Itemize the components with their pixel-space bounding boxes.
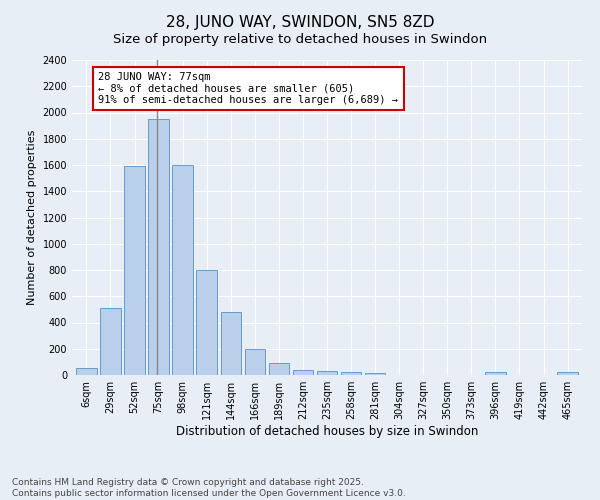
Bar <box>365 374 385 375</box>
Text: 28 JUNO WAY: 77sqm
← 8% of detached houses are smaller (605)
91% of semi-detache: 28 JUNO WAY: 77sqm ← 8% of detached hous… <box>98 72 398 105</box>
Bar <box>293 370 313 375</box>
Bar <box>485 372 506 375</box>
Bar <box>245 349 265 375</box>
Bar <box>341 372 361 375</box>
Bar <box>100 308 121 375</box>
Bar <box>76 368 97 375</box>
Bar <box>269 362 289 375</box>
Bar <box>148 119 169 375</box>
Bar <box>172 165 193 375</box>
Text: 28, JUNO WAY, SWINDON, SN5 8ZD: 28, JUNO WAY, SWINDON, SN5 8ZD <box>166 15 434 30</box>
Bar <box>317 371 337 375</box>
Y-axis label: Number of detached properties: Number of detached properties <box>27 130 37 305</box>
Text: Contains HM Land Registry data © Crown copyright and database right 2025.
Contai: Contains HM Land Registry data © Crown c… <box>12 478 406 498</box>
X-axis label: Distribution of detached houses by size in Swindon: Distribution of detached houses by size … <box>176 425 478 438</box>
Text: Size of property relative to detached houses in Swindon: Size of property relative to detached ho… <box>113 32 487 46</box>
Bar <box>196 270 217 375</box>
Bar <box>221 312 241 375</box>
Bar <box>124 166 145 375</box>
Bar <box>557 372 578 375</box>
